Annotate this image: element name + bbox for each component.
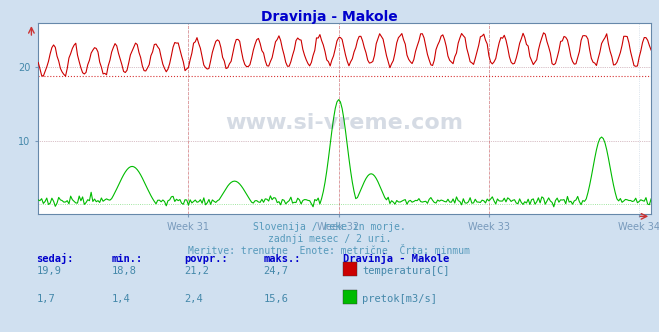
Text: Meritve: trenutne  Enote: metrične  Črta: minmum: Meritve: trenutne Enote: metrične Črta: …: [188, 246, 471, 256]
Text: temperatura[C]: temperatura[C]: [362, 266, 450, 276]
Text: 15,6: 15,6: [264, 294, 289, 304]
Text: povpr.:: povpr.:: [185, 254, 228, 264]
Text: 19,9: 19,9: [36, 266, 61, 276]
Text: 21,2: 21,2: [185, 266, 210, 276]
Text: 1,4: 1,4: [112, 294, 130, 304]
Text: min.:: min.:: [112, 254, 143, 264]
Text: zadnji mesec / 2 uri.: zadnji mesec / 2 uri.: [268, 234, 391, 244]
Text: Slovenija / reke in morje.: Slovenija / reke in morje.: [253, 222, 406, 232]
Text: 1,7: 1,7: [36, 294, 55, 304]
Text: Dravinja - Makole: Dravinja - Makole: [343, 253, 449, 264]
Text: maks.:: maks.:: [264, 254, 301, 264]
Text: sedaj:: sedaj:: [36, 253, 74, 264]
Text: 18,8: 18,8: [112, 266, 137, 276]
Text: 24,7: 24,7: [264, 266, 289, 276]
Text: Dravinja - Makole: Dravinja - Makole: [261, 10, 398, 24]
Text: pretok[m3/s]: pretok[m3/s]: [362, 294, 438, 304]
Text: 2,4: 2,4: [185, 294, 203, 304]
Text: www.si-vreme.com: www.si-vreme.com: [225, 113, 464, 132]
